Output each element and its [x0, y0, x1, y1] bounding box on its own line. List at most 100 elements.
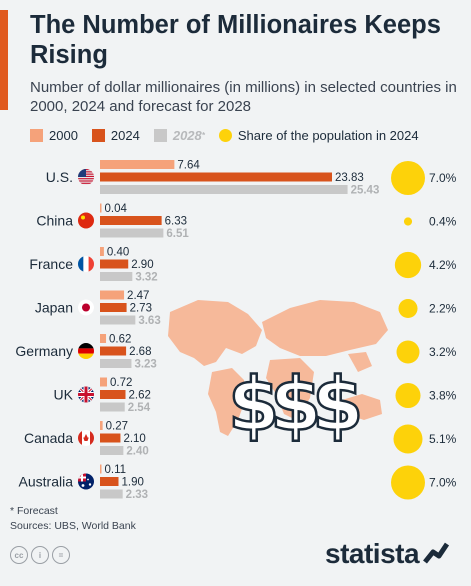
share-bubble-canada — [393, 424, 423, 454]
data-label-2024-australia: 1.90 — [121, 477, 143, 489]
no-derivatives-icon[interactable]: = — [52, 546, 70, 564]
data-label-2024-germany: 2.68 — [129, 346, 151, 358]
category-label: Japan — [35, 300, 73, 316]
brand-name: statista — [325, 538, 420, 569]
share-label-france: 4.2% — [429, 258, 457, 272]
share-bubble-us — [391, 161, 425, 195]
bar-2000-australia — [100, 464, 102, 474]
share-label-australia: 7.0% — [429, 476, 457, 490]
data-label-2024-uk: 2.62 — [129, 390, 151, 402]
sources-note: Sources: UBS, World Bank — [10, 520, 136, 532]
statista-logo[interactable]: statista — [325, 538, 450, 570]
category-label: Australia — [19, 474, 74, 490]
bar-2028-uk — [100, 402, 125, 412]
legend: 2000 2024 2028 * Share of the population … — [30, 126, 433, 144]
data-label-2000-canada: 0.27 — [106, 421, 128, 433]
legend-label-2000: 2000 — [49, 127, 78, 143]
bar-2000-china — [100, 203, 102, 213]
attribution-icon[interactable]: i — [31, 546, 49, 564]
bar-2000-canada — [100, 421, 103, 430]
dollar-signs-icon: $ $ $ — [227, 361, 365, 450]
bar-2024-australia — [100, 477, 119, 486]
bar-2028-canada — [100, 446, 124, 455]
share-bubble-uk — [395, 382, 421, 409]
bar-2024-germany — [100, 346, 127, 356]
legend-swatch-2000 — [30, 128, 43, 142]
bar-2024-canada — [100, 433, 121, 443]
data-label-2024-canada: 2.10 — [123, 433, 145, 445]
chart-title: The Number of Millionaires Keeps Rising — [30, 11, 441, 69]
bar-2024-japan — [100, 303, 127, 312]
data-label-2024-france: 2.90 — [131, 259, 153, 271]
world-map-decoration: $ $ $ — [168, 300, 388, 450]
data-label-2000-china: 0.04 — [105, 203, 128, 215]
share-bubble-france — [394, 251, 422, 279]
share-label-uk: 3.8% — [429, 389, 457, 403]
uk-flag-icon — [78, 386, 94, 403]
legend-dot-share — [218, 128, 232, 142]
bar-2028-us — [100, 185, 348, 194]
data-label-2028-australia: 2.33 — [126, 489, 148, 501]
legend-label-share: Share of the population in 2024 — [237, 127, 419, 143]
data-label-2028-germany: 3.23 — [134, 359, 156, 371]
legend-swatch-2028 — [153, 128, 167, 142]
us-flag-icon — [78, 169, 94, 185]
data-label-2024-japan: 2.73 — [130, 303, 152, 315]
bar-2000-us — [100, 160, 175, 169]
category-label: U.S. — [46, 169, 73, 185]
creative-commons-icon[interactable]: cc — [10, 546, 28, 564]
data-label-2028-canada: 2.40 — [126, 446, 148, 458]
svg-text:$: $ — [312, 362, 364, 448]
share-bubble-china — [403, 217, 413, 226]
australia-flag-icon — [78, 473, 94, 490]
canada-flag-icon — [78, 430, 94, 446]
bar-2000-germany — [100, 334, 107, 343]
chart-subtitle: Number of dollar millionaires (in millio… — [30, 79, 457, 115]
bar-2000-uk — [100, 377, 108, 387]
data-label-2000-germany: 0.62 — [109, 334, 131, 346]
legend-item-share: Share of the population in 2024 — [218, 127, 419, 143]
title-accent-bar — [0, 10, 8, 110]
bar-2028-japan — [100, 315, 136, 325]
legend-label-2024: 2024 — [110, 127, 140, 143]
bar-2028-france — [100, 272, 133, 281]
svg-text:$: $ — [228, 362, 280, 448]
share-bubble-australia — [391, 465, 425, 500]
legend-item-2024: 2024 — [91, 127, 140, 143]
share-label-us: 7.0% — [429, 171, 457, 185]
category-label: France — [29, 256, 73, 272]
data-label-2024-china: 6.33 — [165, 216, 187, 228]
legend-label-2028: 2028 — [172, 127, 202, 143]
china-flag-icon — [78, 212, 94, 229]
bar-2028-germany — [100, 359, 132, 368]
data-label-2024-us: 23.83 — [335, 172, 364, 184]
data-label-2028-uk: 2.54 — [128, 402, 151, 414]
japan-flag-icon — [78, 299, 94, 316]
bar-2024-france — [100, 259, 129, 269]
bar-2024-us — [100, 172, 332, 182]
legend-item-2028: 2028 * — [153, 127, 205, 143]
bar-2024-china — [100, 216, 162, 225]
bar-2028-australia — [100, 489, 123, 499]
data-label-2000-japan: 2.47 — [127, 290, 149, 302]
data-label-2000-uk: 0.72 — [110, 377, 132, 389]
license-icons: cc i = — [10, 546, 70, 564]
bar-2000-japan — [100, 290, 125, 300]
svg-text:$: $ — [270, 362, 322, 448]
data-label-2000-us: 7.64 — [177, 160, 200, 172]
forecast-footnote: * Forecast — [10, 505, 58, 517]
share-bubble-japan — [398, 298, 418, 319]
legend-forecast-marker: * — [201, 130, 205, 140]
data-label-2028-japan: 3.63 — [138, 315, 160, 327]
data-label-2028-france: 3.32 — [135, 272, 157, 284]
share-label-germany: 3.2% — [429, 345, 457, 359]
share-label-japan: 2.2% — [429, 302, 457, 316]
bar-2000-france — [100, 247, 104, 256]
data-label-2000-france: 0.40 — [107, 247, 129, 259]
category-label: Canada — [24, 430, 73, 446]
share-bubble-germany — [396, 340, 420, 364]
share-label-china: 0.4% — [429, 215, 457, 229]
france-flag-icon — [78, 256, 94, 272]
germany-flag-icon — [78, 343, 94, 359]
